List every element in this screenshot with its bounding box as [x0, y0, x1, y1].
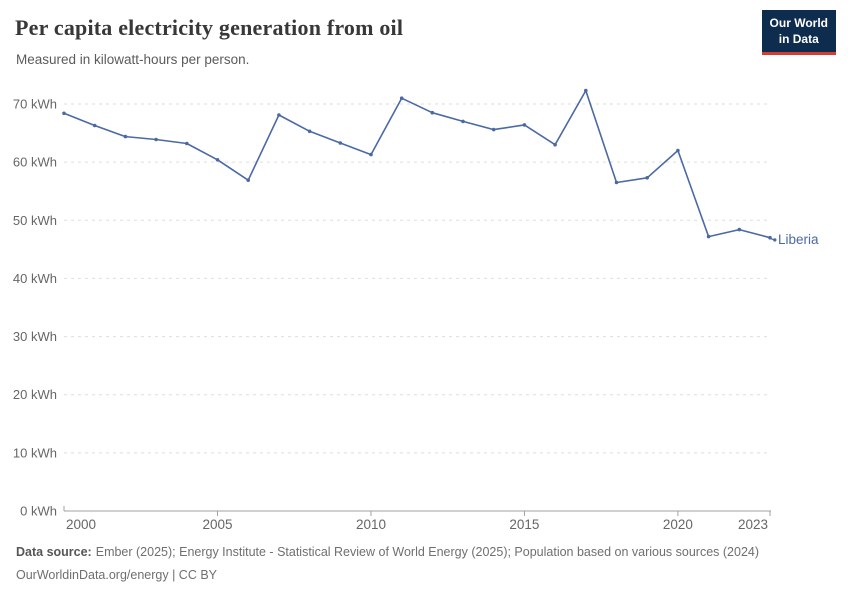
- data-point[interactable]: [399, 96, 404, 100]
- license-line[interactable]: OurWorldinData.org/energy | CC BY: [16, 568, 218, 583]
- x-axis-tick-label: 2005: [202, 517, 232, 532]
- chart-subtitle: Measured in kilowatt-hours per person.: [16, 52, 250, 67]
- data-point[interactable]: [706, 234, 711, 239]
- data-point[interactable]: [584, 88, 588, 93]
- owid-logo-line2: in Data: [778, 31, 819, 46]
- data-point[interactable]: [92, 123, 97, 128]
- data-point[interactable]: [62, 111, 66, 116]
- series-line[interactable]: [63, 89, 771, 239]
- x-axis-tick-label: 2015: [509, 517, 539, 532]
- line-chart-area: 0 kWh 10 kWh 20 kWh 30 kWh 40 kWh 50 kWh 60 kW…: [0, 85, 850, 545]
- y-axis-tick-label: 50 kWh: [13, 213, 57, 228]
- data-point[interactable]: [185, 141, 189, 146]
- y-axis-tick-label: 0 kWh: [20, 504, 57, 519]
- y-axis-tick-label: 10 kWh: [13, 445, 57, 460]
- chart-canvas: 0 kWh 10 kWh 20 kWh 30 kWh 40 kWh 50 kWh 60 kW…: [13, 88, 819, 532]
- owid-logo-line1: Our World: [769, 16, 828, 30]
- data-source-line: Data source: Ember (2025); Energy Institu…: [16, 541, 834, 564]
- data-point[interactable]: [154, 137, 158, 142]
- data-series-liberia[interactable]: [62, 88, 772, 240]
- data-point[interactable]: [522, 123, 527, 127]
- data-point[interactable]: [491, 127, 496, 132]
- data-point[interactable]: [307, 129, 312, 134]
- data-point[interactable]: [614, 180, 619, 185]
- data-point[interactable]: [461, 119, 465, 124]
- page-title: Per capita electricity generation from o…: [15, 15, 404, 40]
- data-source-label: Data source:: [16, 545, 92, 559]
- owid-logo[interactable]: Our World in Data: [761, 10, 836, 56]
- chart-footer: Data source: Ember (2025); Energy Institu…: [16, 541, 834, 587]
- data-point[interactable]: [645, 176, 649, 180]
- data-point[interactable]: [123, 134, 128, 139]
- y-axis-tick-label: 20 kWh: [13, 387, 57, 402]
- y-axis-tick-label: 30 kWh: [13, 329, 57, 344]
- x-axis-tick-label: 2010: [356, 517, 386, 532]
- x-axis-tick-label: 2020: [663, 517, 693, 532]
- data-point[interactable]: [246, 178, 250, 182]
- y-axis-tick-label: 60 kWh: [13, 155, 57, 170]
- data-point[interactable]: [215, 158, 220, 162]
- data-point[interactable]: [553, 142, 557, 147]
- data-point[interactable]: [277, 113, 281, 117]
- data-point[interactable]: [369, 152, 373, 157]
- data-source-text: Ember (2025); Energy Institute - Statist…: [95, 545, 760, 559]
- x-axis-tick-label: 2000: [66, 517, 96, 532]
- entity-label-dot: [773, 238, 777, 242]
- entity-label-liberia[interactable]: Liberia: [778, 232, 819, 247]
- data-point[interactable]: [430, 110, 435, 115]
- x-axis-tick-label: 2023: [738, 517, 768, 532]
- y-axis-tick-label: 70 kWh: [13, 97, 57, 112]
- data-point[interactable]: [676, 148, 680, 153]
- data-point[interactable]: [737, 227, 742, 232]
- data-point[interactable]: [338, 141, 343, 145]
- y-axis-tick-label: 40 kWh: [13, 271, 57, 286]
